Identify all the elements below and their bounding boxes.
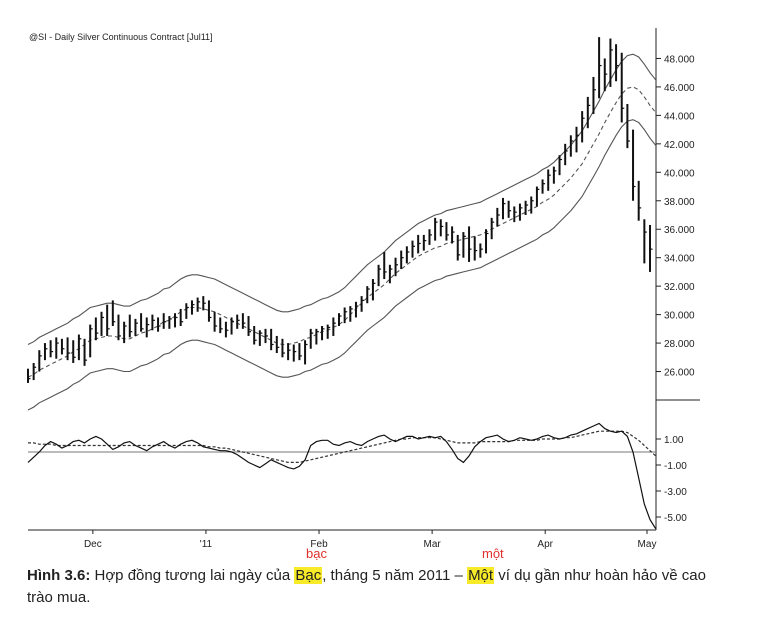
price-y-tick-label: 38.000 bbox=[664, 197, 695, 208]
oscillator-y-tick-label: -1.00 bbox=[664, 461, 687, 472]
price-y-tick-label: 46.000 bbox=[664, 83, 695, 94]
price-y-tick-label: 28.000 bbox=[664, 339, 695, 350]
price-y-tick-label: 48.000 bbox=[664, 54, 695, 65]
axes: 48.000 46.000 44.000 42.000 40.000 38.000 36.0… bbox=[84, 54, 695, 550]
price-y-tick-label: 40.000 bbox=[664, 168, 695, 179]
price-y-tick-label: 44.000 bbox=[664, 111, 695, 122]
price-panel bbox=[27, 37, 657, 411]
price-y-tick-label: 42.000 bbox=[664, 140, 695, 151]
x-tick-label: Mar bbox=[424, 539, 442, 550]
figure-caption: Hình 3.6: Hợp đồng tương lai ngày của Bạ… bbox=[27, 565, 717, 609]
oscillator-panel bbox=[27, 422, 657, 530]
x-tick-label: '11 bbox=[200, 539, 213, 550]
chart-title: @SI - Daily Silver Continuous Contract [… bbox=[29, 32, 213, 42]
oscillator-signal-line bbox=[28, 430, 657, 463]
price-y-tick-label: 30.000 bbox=[664, 311, 695, 322]
oscillator-line bbox=[27, 422, 657, 530]
x-tick-label: Apr bbox=[537, 539, 553, 550]
oscillator-y-tick-label: 1.00 bbox=[664, 435, 684, 446]
annotation-right: một bbox=[482, 546, 504, 561]
x-tick-label: May bbox=[638, 539, 657, 550]
price-y-tick-label: 26.000 bbox=[664, 368, 695, 379]
caption-text-2: , tháng 5 năm 2011 – bbox=[322, 567, 468, 584]
upper-band-line bbox=[27, 53, 657, 345]
caption-highlight-2: Một bbox=[467, 567, 495, 584]
annotation-left: bạc bbox=[306, 546, 327, 561]
x-tick-label: Dec bbox=[84, 539, 102, 550]
price-y-tick-label: 34.000 bbox=[664, 254, 695, 265]
x-tick-label: Feb bbox=[310, 539, 328, 550]
price-y-tick-label: 32.000 bbox=[664, 282, 695, 293]
lower-band-line bbox=[27, 119, 657, 411]
chart-frame bbox=[28, 28, 700, 531]
middle-band-line bbox=[27, 86, 657, 378]
caption-highlight-1: Bạc bbox=[294, 567, 323, 584]
price-y-tick-label: 36.000 bbox=[664, 225, 695, 236]
caption-text-3: ví dụ gần như hoàn hảo về cao trào mua. bbox=[27, 567, 706, 606]
caption-text-1: Hợp đồng tương lai ngày của bbox=[90, 567, 295, 584]
caption-label: Hình 3.6: bbox=[27, 567, 91, 584]
oscillator-y-tick-label: -5.00 bbox=[664, 513, 687, 524]
oscillator-y-tick-label: -3.00 bbox=[664, 487, 687, 498]
silver-chart: @SI - Daily Silver Continuous Contract [… bbox=[27, 28, 700, 550]
